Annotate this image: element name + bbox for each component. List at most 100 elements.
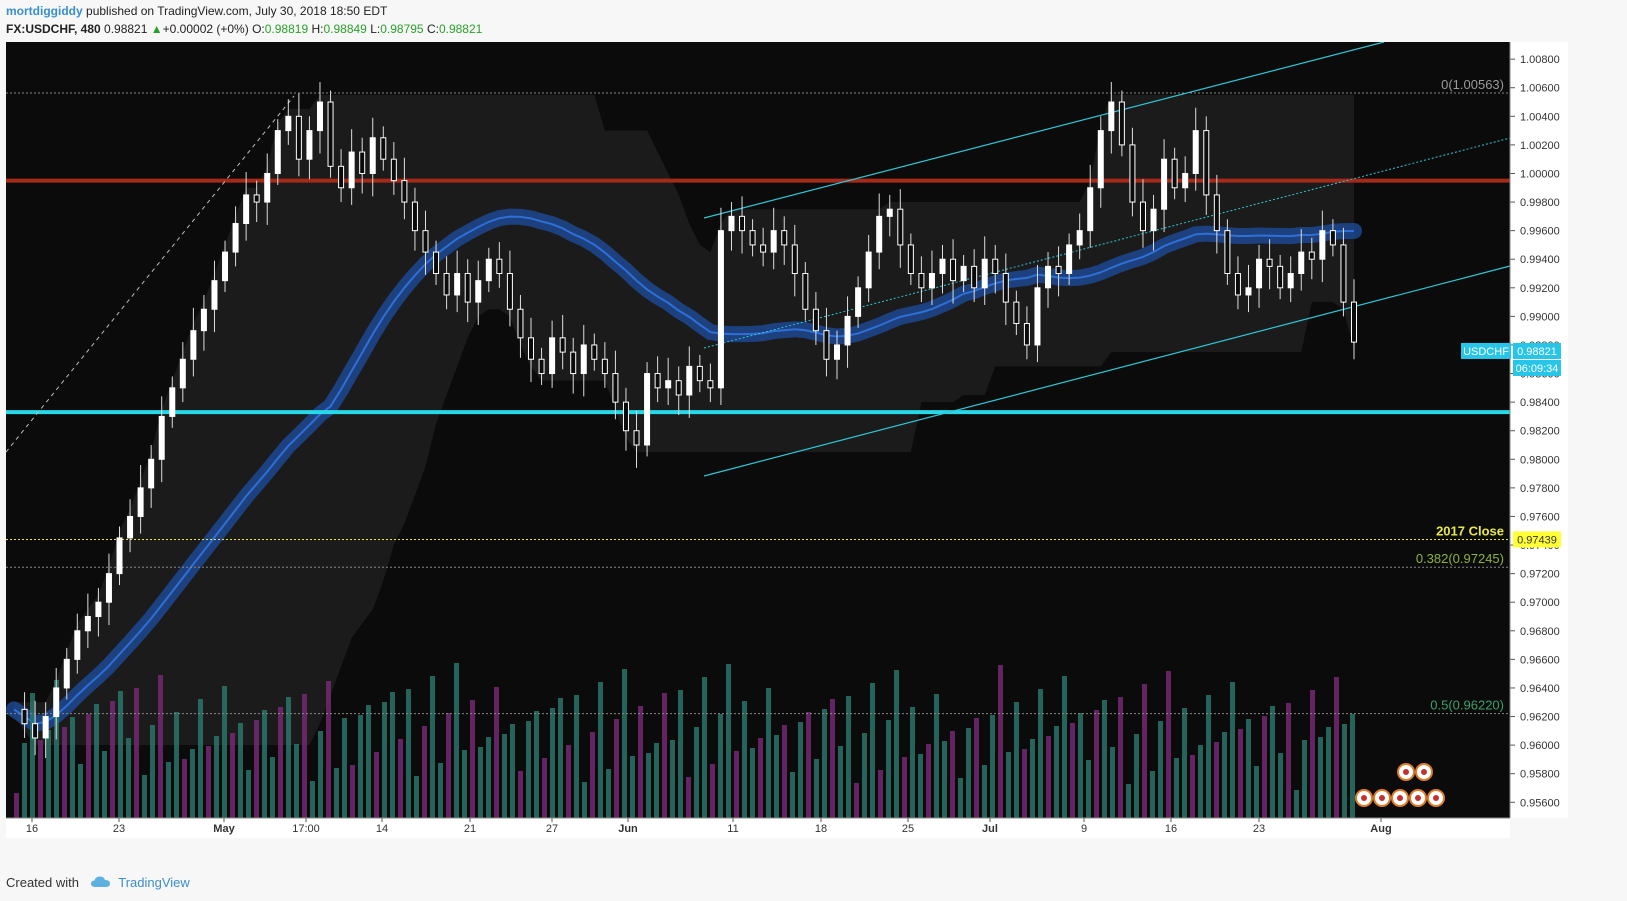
volume-bar (662, 693, 667, 818)
volume-bar (206, 746, 211, 818)
volume-bar (102, 751, 107, 818)
y-tick-label: 0.97600 (1520, 511, 1560, 523)
channel-upper[interactable] (703, 42, 1385, 219)
candle (802, 273, 809, 310)
volume-bar (430, 676, 435, 818)
volume-bar (790, 772, 795, 818)
volume-bar (438, 763, 443, 818)
candle (401, 180, 408, 203)
volume-bar (486, 737, 491, 818)
level-label-fib-0382: 0.382(0.97245) (1416, 551, 1504, 566)
candle (1192, 130, 1199, 174)
candle (739, 215, 746, 232)
candle (316, 101, 323, 132)
volume-bar (614, 719, 619, 818)
price-chart[interactable]: 0(1.00563) 2017 Close 0.382(0.97245) 0.5(0.… (6, 42, 1568, 862)
y-tick-label: 0.99600 (1520, 226, 1560, 238)
candle (443, 273, 450, 296)
open-label: O: (252, 22, 265, 36)
x-tick-label: May (213, 823, 235, 835)
high-value: 0.98849 (323, 22, 367, 36)
y-tick-label: 0.99000 (1520, 311, 1560, 323)
x-tick-label: 27 (546, 823, 558, 835)
channel-lower[interactable] (703, 265, 1511, 477)
volume-bar (382, 702, 387, 818)
volume-bar (1182, 708, 1187, 818)
event-flag-icon (1397, 795, 1403, 801)
high-label: H: (311, 22, 324, 36)
volume-bar (158, 675, 163, 818)
volume-bar (670, 740, 675, 818)
candle (633, 430, 640, 446)
volume-bar (1350, 714, 1355, 818)
candle (971, 265, 978, 289)
volume-bar (766, 688, 771, 818)
volume-bar (294, 744, 299, 818)
volume-bar (1118, 697, 1123, 818)
volume-bar (1134, 734, 1139, 818)
volume-bar (230, 733, 235, 818)
candle (717, 230, 724, 389)
x-tick-label: 23 (113, 823, 125, 835)
candle (1013, 301, 1020, 325)
candle (791, 244, 798, 275)
candle (865, 251, 872, 289)
candle (1055, 265, 1062, 275)
volume-bar (334, 768, 339, 818)
channel-mid[interactable] (703, 137, 1511, 349)
volume-bar (630, 756, 635, 818)
volume-bar (678, 690, 683, 818)
volume-bar (446, 713, 451, 818)
volume-bar (582, 782, 587, 818)
volume-bar (558, 698, 563, 818)
candle (485, 258, 492, 282)
candle (1150, 208, 1157, 232)
volume-bar (1238, 729, 1243, 818)
candle (369, 137, 376, 174)
volume-bar (550, 708, 555, 818)
tradingview-link[interactable]: TradingView (118, 875, 190, 890)
candle (264, 172, 271, 203)
candle (1319, 230, 1326, 260)
volume-bar (462, 750, 467, 818)
volume-bar (774, 735, 779, 818)
candle (812, 308, 819, 332)
candle (211, 280, 218, 310)
candle (654, 373, 661, 389)
volume-bar (1158, 721, 1163, 818)
volume-bar (862, 733, 867, 818)
x-tick-label: Jul (982, 823, 998, 835)
volume-bar (918, 754, 923, 818)
volume-bar (1262, 716, 1267, 818)
volume-bar (358, 715, 363, 818)
volume-bar (454, 663, 459, 818)
volume-bar (1110, 747, 1115, 818)
volume-bar (750, 748, 755, 818)
author-link[interactable]: mortdiggiddy (6, 4, 83, 18)
candle (306, 130, 313, 160)
volume-bar (734, 751, 739, 818)
candle (148, 458, 155, 489)
volume-bar (638, 706, 643, 818)
volume-bar (238, 723, 243, 818)
volume-bar (190, 749, 195, 818)
candle (580, 344, 587, 375)
x-axis-panel[interactable] (6, 818, 1510, 838)
y-axis-panel[interactable] (1510, 42, 1568, 818)
volume-bar (726, 664, 731, 818)
candle (1139, 201, 1146, 232)
y-tick-label: 0.98000 (1520, 454, 1560, 466)
volume-bar (62, 727, 67, 818)
change-value: +0.00002 (+0%) (162, 22, 249, 36)
volume-bar (702, 677, 707, 818)
level-label-fib-05: 0.5(0.96220) (1430, 698, 1504, 713)
x-tick-label: 21 (464, 823, 476, 835)
candle (1340, 244, 1347, 303)
x-tick-label: 17:00 (292, 823, 320, 835)
y-tick-label: 0.98200 (1520, 426, 1560, 438)
candle (1171, 158, 1178, 189)
volume-bar (886, 720, 891, 818)
close-badge (1513, 531, 1561, 548)
low-label: L: (370, 22, 381, 36)
volume-bar (1286, 703, 1291, 818)
